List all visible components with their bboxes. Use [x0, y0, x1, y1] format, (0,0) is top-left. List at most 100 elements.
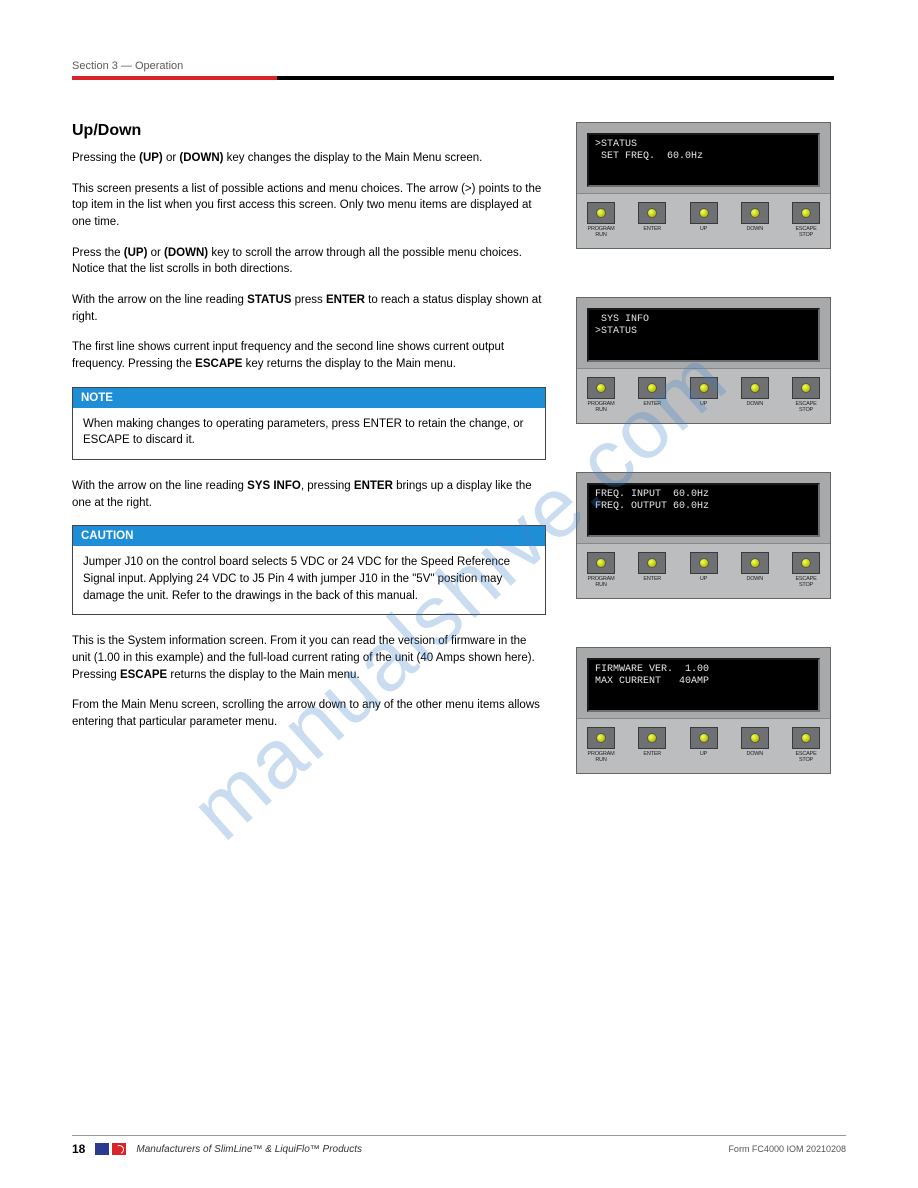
text: or [147, 247, 164, 259]
btn-label: ENTER [638, 577, 666, 588]
heading-updown: Up/Down [72, 122, 546, 140]
down-button[interactable] [741, 727, 769, 749]
enter-button[interactable] [638, 552, 666, 574]
down-button[interactable] [741, 377, 769, 399]
up-button[interactable] [690, 727, 718, 749]
key-down: (DOWN) [179, 152, 223, 164]
led-icon [699, 558, 709, 568]
led-icon [647, 558, 657, 568]
lcd-screen: SYS INFO >STATUS [587, 308, 820, 362]
led-icon [699, 383, 709, 393]
escape-stop-button[interactable] [792, 377, 820, 399]
form-revision: Form FC4000 IOM 20210208 [728, 1144, 846, 1154]
button-label-row: PROGRAM RUN ENTER UP DOWN ESCAPE STOP [587, 402, 820, 413]
led-icon [801, 733, 811, 743]
down-button[interactable] [741, 202, 769, 224]
menu-status: STATUS [247, 294, 291, 306]
lcd-line1: FIRMWARE VER. 1.00 [595, 664, 709, 675]
logo-blue-icon [95, 1143, 109, 1155]
btn-label: DOWN [741, 577, 769, 588]
btn-label: PROGRAM RUN [587, 752, 615, 763]
button-label-row: PROGRAM RUN ENTER UP DOWN ESCAPE STOP [587, 752, 820, 763]
led-icon [750, 558, 760, 568]
program-run-button[interactable] [587, 727, 615, 749]
led-icon [596, 733, 606, 743]
text: , pressing [301, 480, 354, 492]
enter-button[interactable] [638, 377, 666, 399]
up-button[interactable] [690, 552, 718, 574]
para-8: From the Main Menu screen, scrolling the… [72, 697, 546, 730]
lcd-screen: FREQ. INPUT 60.0Hz FREQ. OUTPUT 60.0Hz [587, 483, 820, 537]
footer-logos [95, 1143, 126, 1155]
led-icon [750, 733, 760, 743]
para-1: Pressing the (UP) or (DOWN) key changes … [72, 150, 546, 167]
para-7: This is the System information screen. F… [72, 633, 546, 683]
key-escape: ESCAPE [120, 669, 167, 681]
escape-stop-button[interactable] [792, 727, 820, 749]
program-run-button[interactable] [587, 552, 615, 574]
key-up: (UP) [124, 247, 148, 259]
key-up: (UP) [139, 152, 163, 164]
program-run-button[interactable] [587, 202, 615, 224]
section-label: Section 3 — Operation [72, 60, 846, 72]
up-button[interactable] [690, 202, 718, 224]
btn-label: ENTER [638, 752, 666, 763]
led-icon [647, 383, 657, 393]
para-5: The first line shows current input frequ… [72, 339, 546, 372]
key-down: (DOWN) [164, 247, 208, 259]
text: returns the display to the Main menu. [167, 669, 359, 681]
page-footer: 18 Manufacturers of SlimLine™ & LiquiFlo… [72, 1135, 846, 1156]
manufacturer-tagline: Manufacturers of SlimLine™ & LiquiFlo™ P… [136, 1144, 362, 1155]
text: With the arrow on the line reading [72, 294, 247, 306]
led-icon [801, 208, 811, 218]
text: key changes the display to the Main Menu… [223, 152, 482, 164]
led-icon [596, 558, 606, 568]
escape-stop-button[interactable] [792, 202, 820, 224]
key-enter: ENTER [326, 294, 365, 306]
btn-label: ESCAPE STOP [792, 227, 820, 238]
button-label-row: PROGRAM RUN ENTER UP DOWN ESCAPE STOP [587, 577, 820, 588]
btn-label: ENTER [638, 227, 666, 238]
text: or [163, 152, 180, 164]
text: press [291, 294, 326, 306]
text: Press the [72, 247, 124, 259]
para-6: With the arrow on the line reading SYS I… [72, 478, 546, 511]
up-button[interactable] [690, 377, 718, 399]
caution-header: CAUTION [73, 526, 545, 546]
led-icon [750, 208, 760, 218]
enter-button[interactable] [638, 202, 666, 224]
led-icon [699, 733, 709, 743]
escape-stop-button[interactable] [792, 552, 820, 574]
lcd-line1: FREQ. INPUT 60.0Hz [595, 489, 709, 500]
btn-label: ESCAPE STOP [792, 752, 820, 763]
lcd-line2: MAX CURRENT 40AMP [595, 676, 709, 687]
lcd-line1: SYS INFO [595, 314, 649, 325]
led-icon [596, 208, 606, 218]
enter-button[interactable] [638, 727, 666, 749]
device-panel-4: FIRMWARE VER. 1.00 MAX CURRENT 40AMP PRO… [576, 647, 831, 774]
text: key returns the display to the Main menu… [242, 358, 456, 370]
led-icon [801, 558, 811, 568]
lcd-screen: >STATUS SET FREQ. 60.0Hz [587, 133, 820, 187]
menu-sysinfo: SYS INFO [247, 480, 301, 492]
led-icon [699, 208, 709, 218]
para-3: Press the (UP) or (DOWN) key to scroll t… [72, 245, 546, 278]
right-column: >STATUS SET FREQ. 60.0Hz PROGRAM RUN ENT… [576, 122, 846, 822]
caution-box: CAUTION Jumper J10 on the control board … [72, 525, 546, 615]
para-2: This screen presents a list of possible … [72, 181, 546, 231]
btn-label: UP [690, 227, 718, 238]
logo-red-icon [112, 1143, 126, 1155]
note-header: NOTE [73, 388, 545, 408]
btn-label: UP [690, 577, 718, 588]
led-icon [750, 383, 760, 393]
down-button[interactable] [741, 552, 769, 574]
program-run-button[interactable] [587, 377, 615, 399]
page-number: 18 [72, 1142, 85, 1156]
lcd-line2: SET FREQ. 60.0Hz [595, 151, 703, 162]
lcd-line2: >STATUS [595, 326, 637, 337]
note-box: NOTE When making changes to operating pa… [72, 387, 546, 460]
btn-label: ESCAPE STOP [792, 402, 820, 413]
device-panel-1: >STATUS SET FREQ. 60.0Hz PROGRAM RUN ENT… [576, 122, 831, 249]
led-icon [647, 733, 657, 743]
header-rule [72, 76, 846, 94]
